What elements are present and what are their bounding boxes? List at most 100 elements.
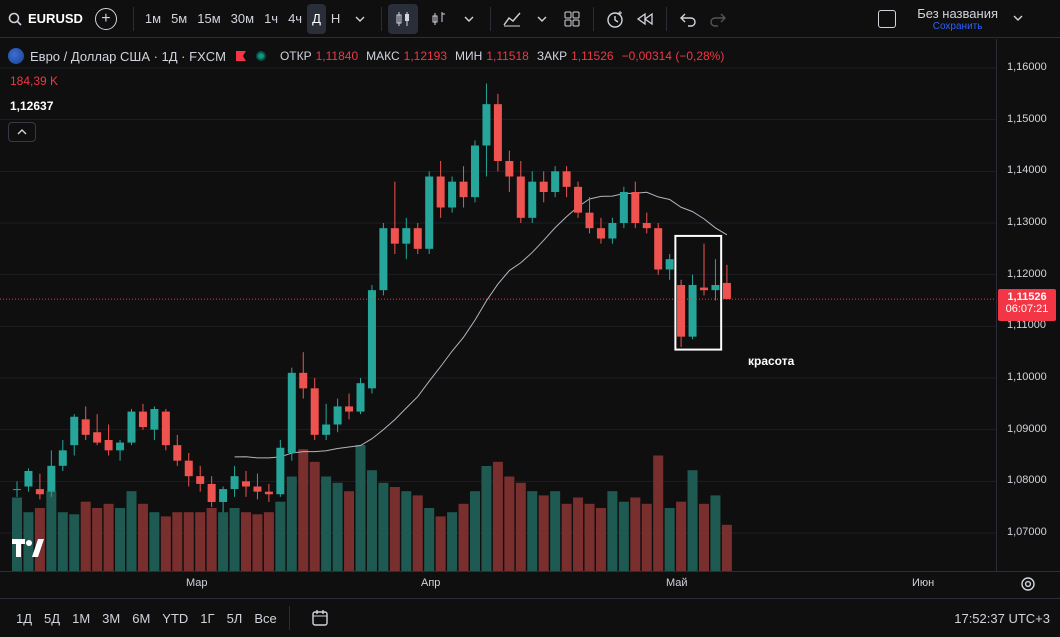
volume-bar <box>538 495 549 571</box>
candle-body <box>516 176 525 218</box>
candle-body <box>631 192 640 223</box>
volume-bar <box>550 491 561 571</box>
candle-body <box>390 228 399 244</box>
candle-body <box>574 186 583 213</box>
layout-chevron-icon[interactable] <box>1010 10 1026 26</box>
candle-body <box>608 223 617 239</box>
range-5d[interactable]: 5Д <box>44 610 61 626</box>
volume-bar <box>12 497 22 571</box>
divider <box>593 6 595 31</box>
volume-bar <box>69 514 80 571</box>
volume-bar <box>46 491 57 571</box>
range-3m[interactable]: 3М <box>102 610 121 626</box>
candle-body <box>81 419 90 435</box>
collapse-legend-button[interactable] <box>8 122 36 142</box>
candle-body <box>596 228 605 239</box>
candle-body <box>264 491 273 495</box>
layout-checkbox-icon[interactable] <box>878 10 896 28</box>
time-axis[interactable]: Мар Апр Май Июн <box>0 571 1060 597</box>
templates-grid-icon[interactable] <box>557 4 587 34</box>
timeframe-15m[interactable]: 15м <box>197 11 221 26</box>
candle-body <box>230 476 239 490</box>
volume-bar <box>447 512 458 571</box>
indicators-icon[interactable] <box>424 4 454 34</box>
high-label: МАКС <box>366 49 400 63</box>
candle-body <box>161 411 170 446</box>
high-value: 1,12193 <box>403 49 448 63</box>
tradingview-logo-icon <box>12 539 44 557</box>
candle-body <box>619 192 628 223</box>
compare-add-icon[interactable]: + <box>94 7 117 30</box>
timeframe-1h[interactable]: 1ч <box>264 11 279 26</box>
candle-body <box>379 228 388 291</box>
chevron-up-icon <box>17 129 27 135</box>
candle-body <box>459 181 468 198</box>
price-axis[interactable]: 1,16000 1,15000 1,14000 1,13000 1,12000 1,110… <box>996 39 1060 571</box>
volume-bar <box>309 461 320 571</box>
volume-bar <box>424 508 435 571</box>
utc-clock[interactable]: 17:52:37 UTC+3 <box>954 611 1050 626</box>
timeframe-dropdown-chevron-icon[interactable] <box>345 4 375 34</box>
divider <box>288 606 290 630</box>
legend-title[interactable]: Евро / Доллар США · 1Д · FXCM <box>30 48 226 64</box>
candle-body <box>310 388 319 435</box>
candle-body <box>13 489 21 491</box>
volume-bar <box>263 512 274 571</box>
volume-bar <box>630 497 641 571</box>
candle-body <box>482 104 491 146</box>
annotation-label[interactable]: красота <box>748 354 795 368</box>
price-tick-label: 1,14000 <box>1007 164 1047 177</box>
timeframe-30m[interactable]: 30м <box>230 11 255 26</box>
timeframe-1m[interactable]: 1м <box>144 11 162 26</box>
replay-icon[interactable] <box>630 4 660 34</box>
volume-bar <box>298 449 309 571</box>
range-1y[interactable]: 1Г <box>200 610 215 626</box>
range-all[interactable]: Все <box>254 610 277 626</box>
candle-body <box>505 161 514 177</box>
candle-body <box>585 212 594 229</box>
timeframe-day[interactable]: Д <box>307 3 326 34</box>
range-1d[interactable]: 1Д <box>16 610 33 626</box>
time-tick-label: Апр <box>421 577 441 589</box>
volume-bar <box>573 497 584 571</box>
volume-bar <box>355 445 366 571</box>
timeframe-5m[interactable]: 5м <box>171 11 188 26</box>
undo-icon[interactable] <box>673 4 703 34</box>
annotation-rectangle[interactable] <box>674 234 723 351</box>
studies-chevron-icon[interactable] <box>527 4 557 34</box>
price-tick-label: 1,10000 <box>1007 371 1047 383</box>
range-1m[interactable]: 1М <box>72 610 91 626</box>
volume-bar <box>252 514 263 571</box>
time-tick-label: Мар <box>186 577 208 589</box>
volume-bar <box>470 491 480 571</box>
candle-body <box>24 471 33 487</box>
candle-body <box>104 440 113 451</box>
redo-icon[interactable] <box>703 4 733 34</box>
calendar-icon[interactable] <box>310 608 330 628</box>
price-chart[interactable] <box>0 39 996 571</box>
volume-bar <box>286 476 297 571</box>
symbol-search-button[interactable]: EURUSD <box>0 4 91 34</box>
volume-bar <box>401 491 412 571</box>
range-ytd[interactable]: YTD <box>162 610 189 626</box>
candles-chart-type-icon[interactable] <box>388 3 419 34</box>
timeframe-4h[interactable]: 4ч <box>288 11 303 26</box>
candle-body <box>253 486 262 492</box>
volume-bar <box>584 503 595 571</box>
studies-icon[interactable] <box>497 4 527 34</box>
volume-bar <box>595 508 606 571</box>
chart-legend: Евро / Доллар США · 1Д · FXCM ОТКР 1,1184… <box>8 48 728 64</box>
chart-type-chevron-icon[interactable] <box>454 4 484 34</box>
alert-clock-icon[interactable] <box>600 4 630 34</box>
timeframe-week[interactable]: Н <box>330 11 341 26</box>
volume-bar <box>676 501 687 571</box>
range-5y[interactable]: 5Л <box>226 610 243 626</box>
price-tick-label: 1,09000 <box>1007 422 1047 435</box>
flag-marker-icon[interactable] <box>235 51 246 61</box>
chart-settings-gear-icon[interactable] <box>1020 576 1036 592</box>
range-6m[interactable]: 6М <box>132 610 151 626</box>
layout-name-button[interactable]: Без названия Сохранить <box>917 6 998 32</box>
candle-body <box>138 411 147 428</box>
volume-bar <box>275 501 286 571</box>
divider <box>490 6 492 31</box>
